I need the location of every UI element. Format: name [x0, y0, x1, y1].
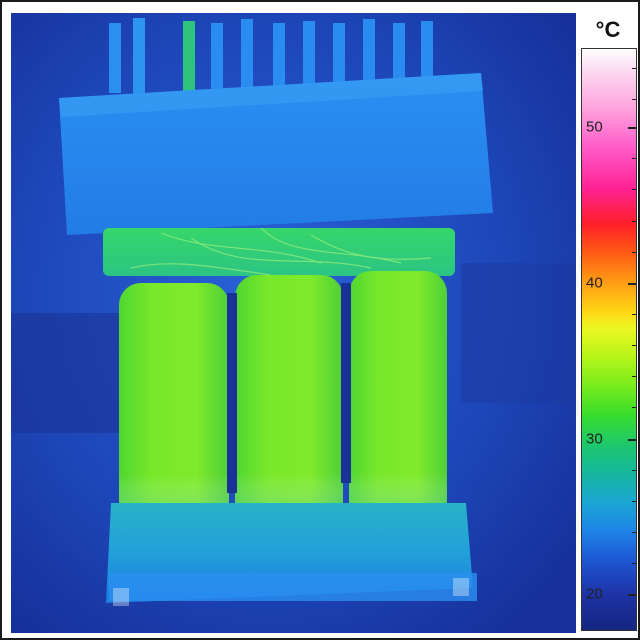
thermal-image	[11, 13, 576, 633]
tick-label-50: 50	[586, 118, 603, 136]
background-object-right	[461, 263, 576, 403]
temperature-scale: °C 50 40 30 20	[579, 13, 637, 633]
top-cables	[109, 18, 433, 98]
yoke-wires	[130, 227, 432, 276]
tick-label-30: 30	[586, 430, 603, 448]
terminal-block	[59, 73, 493, 235]
tick-mark-30	[628, 439, 636, 441]
upper-yoke	[103, 228, 455, 276]
tick-label-40: 40	[586, 274, 603, 292]
thermal-scene	[11, 13, 576, 633]
tick-mark-50	[628, 127, 636, 129]
colorbar: 50 40 30 20	[581, 48, 637, 631]
tick-mark-20	[628, 594, 636, 596]
scale-unit-label: °C	[595, 17, 621, 42]
mounting-foot-left	[113, 588, 129, 606]
background-object-left	[11, 313, 121, 433]
coils	[119, 271, 447, 523]
tick-mark-40	[628, 283, 636, 285]
tick-label-20: 20	[586, 585, 603, 603]
mounting-foot-right	[453, 578, 469, 596]
